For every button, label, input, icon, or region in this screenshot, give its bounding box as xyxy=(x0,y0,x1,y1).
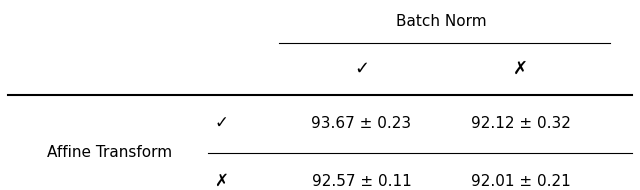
Text: ✓: ✓ xyxy=(214,114,228,132)
Text: 93.67 ± 0.23: 93.67 ± 0.23 xyxy=(311,116,412,131)
Text: 92.12 ± 0.32: 92.12 ± 0.32 xyxy=(471,116,571,131)
Text: Batch Norm: Batch Norm xyxy=(396,14,486,29)
Text: 92.01 ± 0.21: 92.01 ± 0.21 xyxy=(471,174,571,189)
Text: Affine Transform: Affine Transform xyxy=(47,145,172,160)
Text: ✓: ✓ xyxy=(354,60,369,78)
Text: ✗: ✗ xyxy=(214,172,228,190)
Text: 92.57 ± 0.11: 92.57 ± 0.11 xyxy=(312,174,412,189)
Text: ✗: ✗ xyxy=(513,60,528,78)
